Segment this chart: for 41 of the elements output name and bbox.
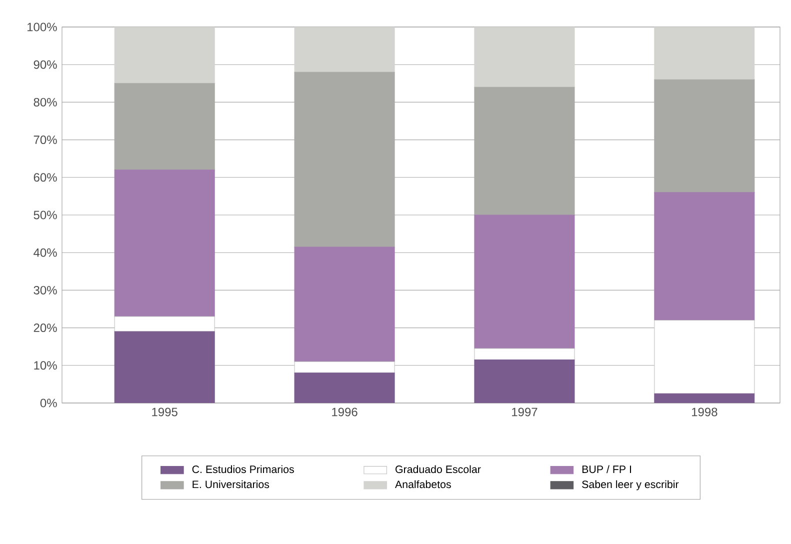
y-tick-label: 100% xyxy=(28,22,57,32)
bar xyxy=(294,361,395,374)
x-tick-label: 1997 xyxy=(512,408,538,416)
bar xyxy=(474,27,575,88)
legend-label: Saben leer y escribir xyxy=(582,480,679,490)
legend-label: E. Universitarios xyxy=(192,480,270,488)
x-tick-label: 1998 xyxy=(692,408,718,416)
y-tick-label: 30% xyxy=(34,286,57,294)
bar xyxy=(114,170,215,317)
bar xyxy=(114,316,215,332)
x-tick-label: 1996 xyxy=(332,408,358,416)
bar xyxy=(474,348,575,360)
bar xyxy=(654,79,755,193)
bar xyxy=(654,192,755,321)
bar xyxy=(294,246,395,362)
legend-label: Analfabetos xyxy=(395,480,451,488)
y-tick-label: 20% xyxy=(34,324,57,332)
y-tick-label: 40% xyxy=(34,248,57,257)
y-tick-label: 60% xyxy=(34,173,57,182)
y-tick-label: 0% xyxy=(40,398,57,408)
bar xyxy=(474,359,575,403)
legend-label: C. Estudios Primarios xyxy=(192,465,294,474)
y-tick-label: 90% xyxy=(34,60,57,69)
bar xyxy=(114,331,215,403)
bar xyxy=(654,393,755,403)
y-tick-label: 80% xyxy=(34,98,57,106)
bar xyxy=(114,83,215,170)
bar xyxy=(474,214,575,349)
legend-label: BUP / FP I xyxy=(582,465,631,474)
bar xyxy=(474,86,575,216)
bar xyxy=(654,27,755,80)
bar xyxy=(294,372,395,403)
bar xyxy=(294,27,395,72)
y-tick-label: 50% xyxy=(34,210,57,220)
bar xyxy=(294,72,395,248)
bar xyxy=(114,27,215,84)
bar xyxy=(654,320,755,394)
legend-label: Graduado Escolar xyxy=(396,465,481,474)
y-tick-label: 10% xyxy=(34,361,57,370)
x-tick-label: 1995 xyxy=(152,408,178,416)
y-tick-label: 70% xyxy=(34,136,57,144)
